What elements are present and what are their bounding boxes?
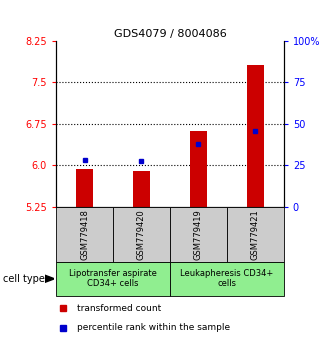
Text: Lipotransfer aspirate
CD34+ cells: Lipotransfer aspirate CD34+ cells	[69, 269, 157, 289]
Polygon shape	[45, 275, 54, 282]
Bar	[113, 207, 170, 262]
Bar	[190, 131, 207, 207]
Text: GSM779421: GSM779421	[251, 209, 260, 260]
Bar	[170, 207, 227, 262]
Bar	[170, 262, 284, 296]
Title: GDS4079 / 8004086: GDS4079 / 8004086	[114, 29, 226, 39]
Bar	[247, 64, 264, 207]
Bar	[76, 169, 93, 207]
Bar	[133, 171, 150, 207]
Text: transformed count: transformed count	[77, 304, 161, 313]
Text: GSM779419: GSM779419	[194, 209, 203, 260]
Text: cell type: cell type	[3, 274, 45, 284]
Text: GSM779420: GSM779420	[137, 209, 146, 260]
Bar	[56, 262, 170, 296]
Text: percentile rank within the sample: percentile rank within the sample	[77, 323, 230, 332]
Bar	[56, 207, 113, 262]
Bar	[227, 207, 284, 262]
Text: GSM779418: GSM779418	[80, 209, 89, 260]
Text: Leukapheresis CD34+
cells: Leukapheresis CD34+ cells	[180, 269, 274, 289]
